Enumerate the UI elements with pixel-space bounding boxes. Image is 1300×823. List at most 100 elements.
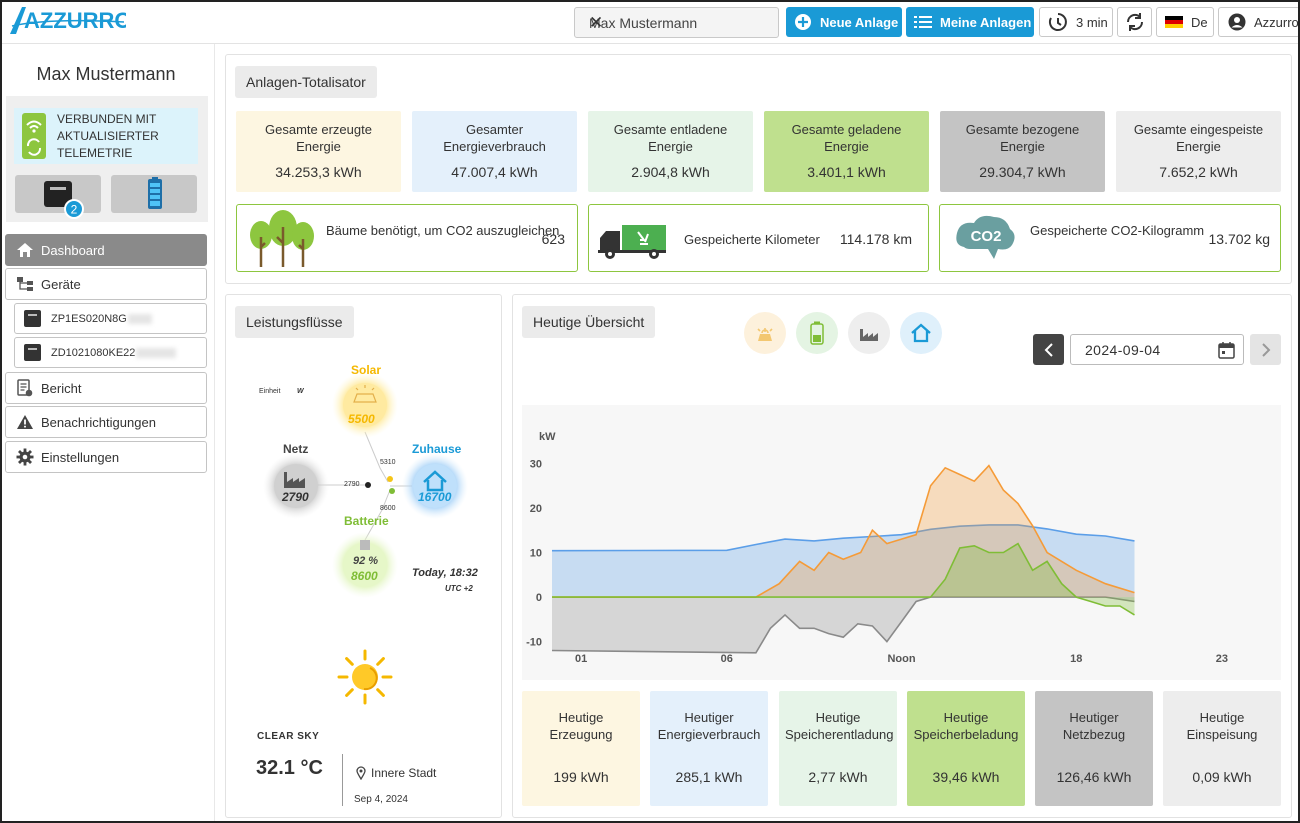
next-day-button[interactable]	[1250, 334, 1281, 365]
battery-icon	[148, 177, 162, 209]
daily-charge-card: Heutige Speicherbeladung 39,46 kWh	[907, 691, 1025, 806]
home-label: Zuhause	[412, 442, 462, 456]
device-item-1[interactable]: ZP1ES020N8G	[14, 303, 207, 334]
top-bar: AZZURRO Max Mustermann ✕ Neue Anlage Mei…	[0, 0, 1300, 44]
filter-battery-button[interactable]	[796, 312, 838, 354]
device-1-serial: ZP1ES020N8G	[51, 312, 127, 325]
battery-line-value: 8600	[380, 505, 396, 512]
nav-dashboard[interactable]: Dashboard	[5, 234, 207, 266]
grid-factory-icon	[284, 472, 305, 488]
plant-search-input[interactable]: Max Mustermann ✕	[574, 7, 779, 38]
gear-icon	[15, 448, 35, 466]
my-plants-button[interactable]: Meine Anlagen	[906, 7, 1034, 37]
eco-trees-card: Bäume benötigt, um CO2 auszugleichen 623	[236, 204, 578, 272]
home-icon	[423, 470, 447, 492]
german-flag-icon	[1165, 16, 1183, 28]
home-value: 16700	[418, 490, 452, 504]
nav-notifications[interactable]: Benachrichtigungen	[5, 406, 207, 438]
series-area-2	[552, 543, 1135, 615]
timer-icon	[1048, 13, 1067, 31]
weather-condition: CLEAR SKY	[257, 731, 320, 742]
inverter-small-icon	[24, 310, 41, 327]
daily-generation-card: Heutige Erzeugung 199 kWh	[522, 691, 640, 806]
kpi-total-consumption: Gesamter Energieverbrauch 47.007,4 kWh	[412, 111, 577, 192]
kpi-total-charged: Gesamte geladene Energie 3.401,1 kWh	[764, 111, 929, 192]
svg-text:2: 2	[71, 203, 78, 217]
language-button[interactable]: De	[1156, 7, 1214, 37]
inverter-device-button[interactable]: 2	[15, 175, 101, 219]
new-plant-label: Neue Anlage	[820, 14, 899, 30]
sun-weather-icon	[337, 649, 393, 705]
kpi-total-discharged: Gesamte entladene Energie 2.904,8 kWh	[588, 111, 753, 192]
battery-device-button[interactable]	[111, 175, 197, 213]
redacted-mask	[136, 347, 177, 358]
language-label: De	[1191, 14, 1208, 30]
y-tick-label: 0	[536, 592, 542, 604]
filter-home-button[interactable]	[900, 312, 942, 354]
nav-notifications-label: Benachrichtigungen	[41, 414, 156, 430]
account-label: Azzurro	[1254, 14, 1299, 30]
solar-filter-icon	[757, 328, 773, 341]
solar-label: Solar	[351, 363, 382, 377]
filter-grid-button[interactable]	[848, 312, 890, 354]
x-tick-label: 23	[1216, 653, 1228, 665]
series-area-3	[552, 597, 1135, 653]
truck-icon	[598, 225, 666, 259]
sync-button[interactable]	[1117, 7, 1152, 37]
eco-km-card: Gespeicherte Kilometer 114.178 km	[588, 204, 929, 272]
weather-divider	[342, 754, 343, 806]
account-button[interactable]: Azzurro	[1218, 7, 1300, 37]
clear-icon[interactable]: ✕	[589, 13, 604, 32]
kpi-total-generated: Gesamte erzeugte Energie 34.253,3 kWh	[236, 111, 401, 192]
y-tick-label: 30	[530, 458, 542, 470]
connection-line-2: AKTUALISIERTER	[57, 129, 159, 143]
azzurro-logo[interactable]: AZZURRO	[8, 4, 126, 38]
nav-report-label: Bericht	[41, 380, 82, 396]
weather-temperature: 32.1 °C	[256, 757, 323, 779]
eco-trees-value: 623	[541, 231, 565, 247]
series-area-0	[552, 524, 1135, 598]
battery-value: 8600	[351, 569, 378, 583]
my-plants-label: Meine Anlagen	[940, 14, 1032, 30]
list-icon	[914, 16, 932, 28]
inverter-icon: 2	[44, 181, 84, 219]
search-value: Max Mustermann	[589, 15, 698, 31]
device-item-2[interactable]: ZD1021080KE22	[14, 337, 207, 368]
svg-text:AZZURRO: AZZURRO	[24, 8, 126, 33]
eco-co2-label: Gespeicherte CO2-Kilogramm	[1030, 223, 1205, 238]
refresh-interval-label: 3 min	[1076, 14, 1108, 30]
y-tick-label: -10	[526, 637, 542, 649]
prev-day-button[interactable]	[1033, 334, 1064, 365]
date-picker-input[interactable]: 2024-09-04	[1070, 334, 1244, 365]
svg-text:CO2: CO2	[971, 228, 1002, 245]
refresh-interval-button[interactable]: 3 min	[1039, 7, 1113, 37]
power-flow-title: Leistungsflüsse	[235, 306, 354, 338]
series-area-1	[552, 465, 1135, 598]
chevron-right-icon	[1261, 342, 1270, 357]
solar-line-value: 5310	[380, 459, 396, 466]
filter-solar-button[interactable]	[744, 312, 786, 354]
solar-value: 5500	[348, 412, 375, 426]
y-tick-label: 20	[530, 503, 542, 515]
nav-report[interactable]: Bericht	[5, 372, 207, 404]
solar-panel-icon	[353, 385, 377, 403]
flow-time: Today, 18:32	[412, 567, 478, 579]
daily-chart-svg: kW 30 20 10 0 -10 01 06 Noon 18 23	[526, 431, 1228, 665]
new-plant-button[interactable]: Neue Anlage	[786, 7, 902, 37]
unit-value: W	[297, 388, 304, 395]
battery-level-icon	[360, 540, 370, 550]
nav-settings[interactable]: Einstellungen	[5, 441, 207, 473]
series-line-2	[552, 542, 1135, 616]
nav-devices[interactable]: Geräte	[5, 268, 207, 300]
flow-timezone: UTC +2	[445, 584, 473, 593]
trees-icon	[250, 210, 314, 267]
eco-co2-card: CO2 Gespeicherte CO2-Kilogramm 13.702 kg	[939, 204, 1281, 272]
x-tick-label: Noon	[887, 653, 915, 665]
device-2-serial: ZD1021080KE22	[51, 346, 136, 359]
calendar-icon[interactable]	[1218, 341, 1235, 359]
location-pin-icon	[356, 766, 366, 780]
plus-circle-icon	[795, 14, 811, 30]
daily-discharge-card: Heutige Speicherentladung 2,77 kWh	[779, 691, 897, 806]
chevron-left-icon	[1044, 342, 1053, 357]
daily-chart: kW 30 20 10 0 -10 01 06 Noon 18 23	[522, 405, 1281, 680]
